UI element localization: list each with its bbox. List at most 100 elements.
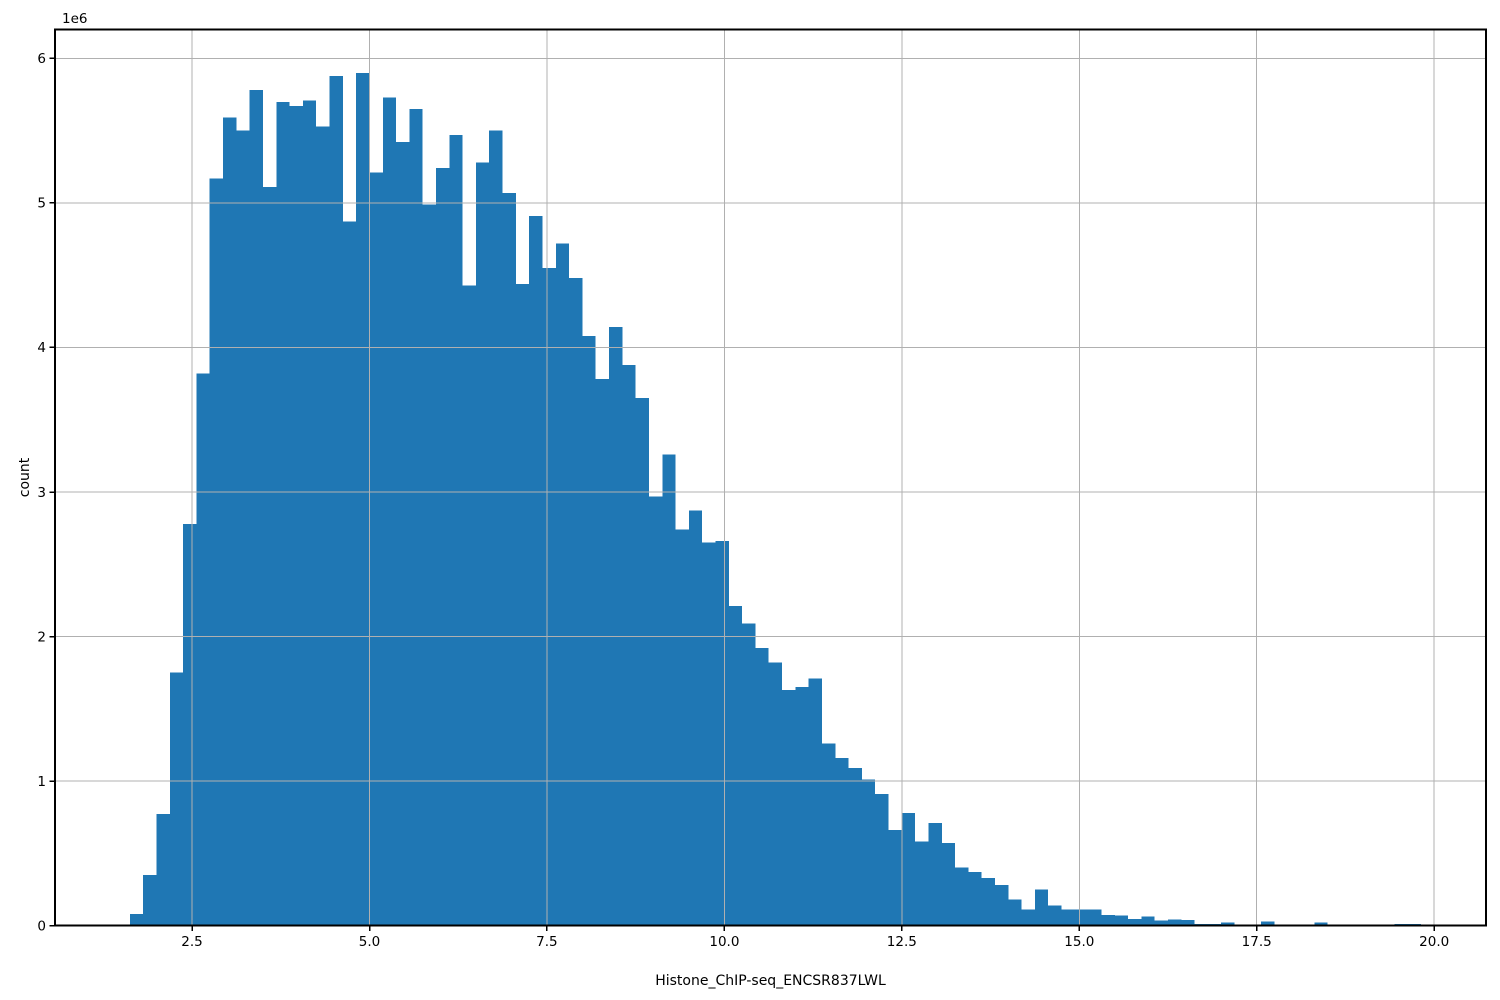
histogram-bar [489,130,503,926]
histogram-bar [941,843,956,926]
histogram-bar [715,541,729,926]
y-axis-label: count [17,457,33,497]
histogram-bar [848,767,862,926]
histogram-bar [675,529,689,926]
histogram-bar [156,814,170,926]
histogram-bar [1008,899,1022,926]
y-tick-label: 3 [37,485,46,501]
histogram-bar [302,100,317,926]
histogram-bar [688,510,703,926]
histogram-bar [422,204,436,926]
y-tick-label: 4 [37,340,46,356]
histogram-bar [515,283,530,926]
y-tick-label: 5 [37,196,46,212]
histogram-bar [888,830,902,926]
histogram-bar [808,678,822,926]
histogram-bar [316,126,330,926]
bars-layer [129,72,1461,926]
histogram-bar [1221,922,1235,926]
histogram-bar [955,867,969,926]
histogram-bar [529,215,543,926]
histogram-bar [276,101,290,926]
histogram-bar [622,364,636,926]
y-tick-label: 0 [37,918,46,934]
histogram-bar [1114,915,1129,926]
histogram-bar [1261,921,1275,926]
histogram-bar [1048,905,1062,926]
x-tick-label: 10.0 [709,934,739,950]
y-tick-label: 1 [37,774,46,790]
histogram-bar [1154,920,1168,926]
histogram-bar [702,542,716,926]
histogram-bar [875,793,889,926]
histogram-bar [968,872,982,926]
x-axis-label: Histone_ChIP-seq_ENCSR837LWL [655,973,886,989]
histogram-bar [382,97,397,926]
histogram-bar [196,373,210,926]
histogram-bar [755,648,769,926]
histogram-bar [609,327,623,926]
histogram-bar [1074,909,1089,926]
histogram-bar [835,757,849,926]
y-tick-label: 2 [37,629,46,645]
histogram-bar [981,877,995,926]
axes-layer: 2.5 5.0 7.5 10.0 12.5 15.0 17.5 20.0 0 1 2 3 4 5 6 [37,28,1487,950]
histogram-bar [595,379,610,926]
histogram-bar [768,662,783,926]
histogram-bar [782,689,796,926]
x-tick-label: 20.0 [1419,934,1449,950]
histogram-bar [994,885,1009,926]
histogram-bar [728,606,743,926]
histogram-bar [821,743,836,926]
histogram-bar [555,243,570,926]
histogram-bar [1314,922,1328,926]
histogram-bar [329,75,343,926]
histogram-bar [1021,909,1035,926]
histogram-bar [209,178,224,926]
histogram-bar [1181,920,1195,926]
histogram-bar [1061,909,1075,926]
histogram-bar [1141,916,1155,926]
x-tick-label: 5.0 [359,934,380,950]
y-tick-label: 6 [37,51,46,67]
histogram-bar [648,496,663,926]
histogram-bar [409,108,423,926]
histogram-bar [129,913,144,926]
histogram-bar [1088,909,1102,926]
histogram-bar [436,168,450,926]
histogram-bar [236,130,250,926]
y-axis-offset-label: 1e6 [62,11,87,27]
histogram-bar [742,623,756,926]
histogram-bar [223,117,237,926]
histogram-bar [342,221,357,926]
plot-border [54,28,1487,927]
histogram-bar [449,135,463,926]
histogram-bar [1168,919,1182,926]
histogram-bar [462,285,476,926]
histogram-bar [262,187,277,926]
histogram-bar [143,874,157,926]
histogram-bar [369,172,383,926]
x-tick-label: 7.5 [536,934,557,950]
histogram-bar [289,106,303,926]
histogram-bar [635,398,649,926]
histogram-bar [183,523,197,926]
histogram-bar [662,454,676,926]
histogram-bar [475,162,490,926]
histogram-bar [249,90,263,926]
histogram-bar [502,192,516,926]
x-tick-label: 17.5 [1242,934,1272,950]
histogram-bar [861,779,876,926]
histogram-bar [356,72,370,926]
histogram-bar [569,278,583,926]
histogram-bar [582,335,596,926]
histogram-bar [915,841,929,926]
histogram-bar [169,672,184,926]
histogram-bar [542,267,556,926]
histogram-bar [1101,915,1115,926]
histogram-bar [396,142,410,926]
histogram-bar [928,822,942,926]
histogram-bar [1128,919,1142,926]
